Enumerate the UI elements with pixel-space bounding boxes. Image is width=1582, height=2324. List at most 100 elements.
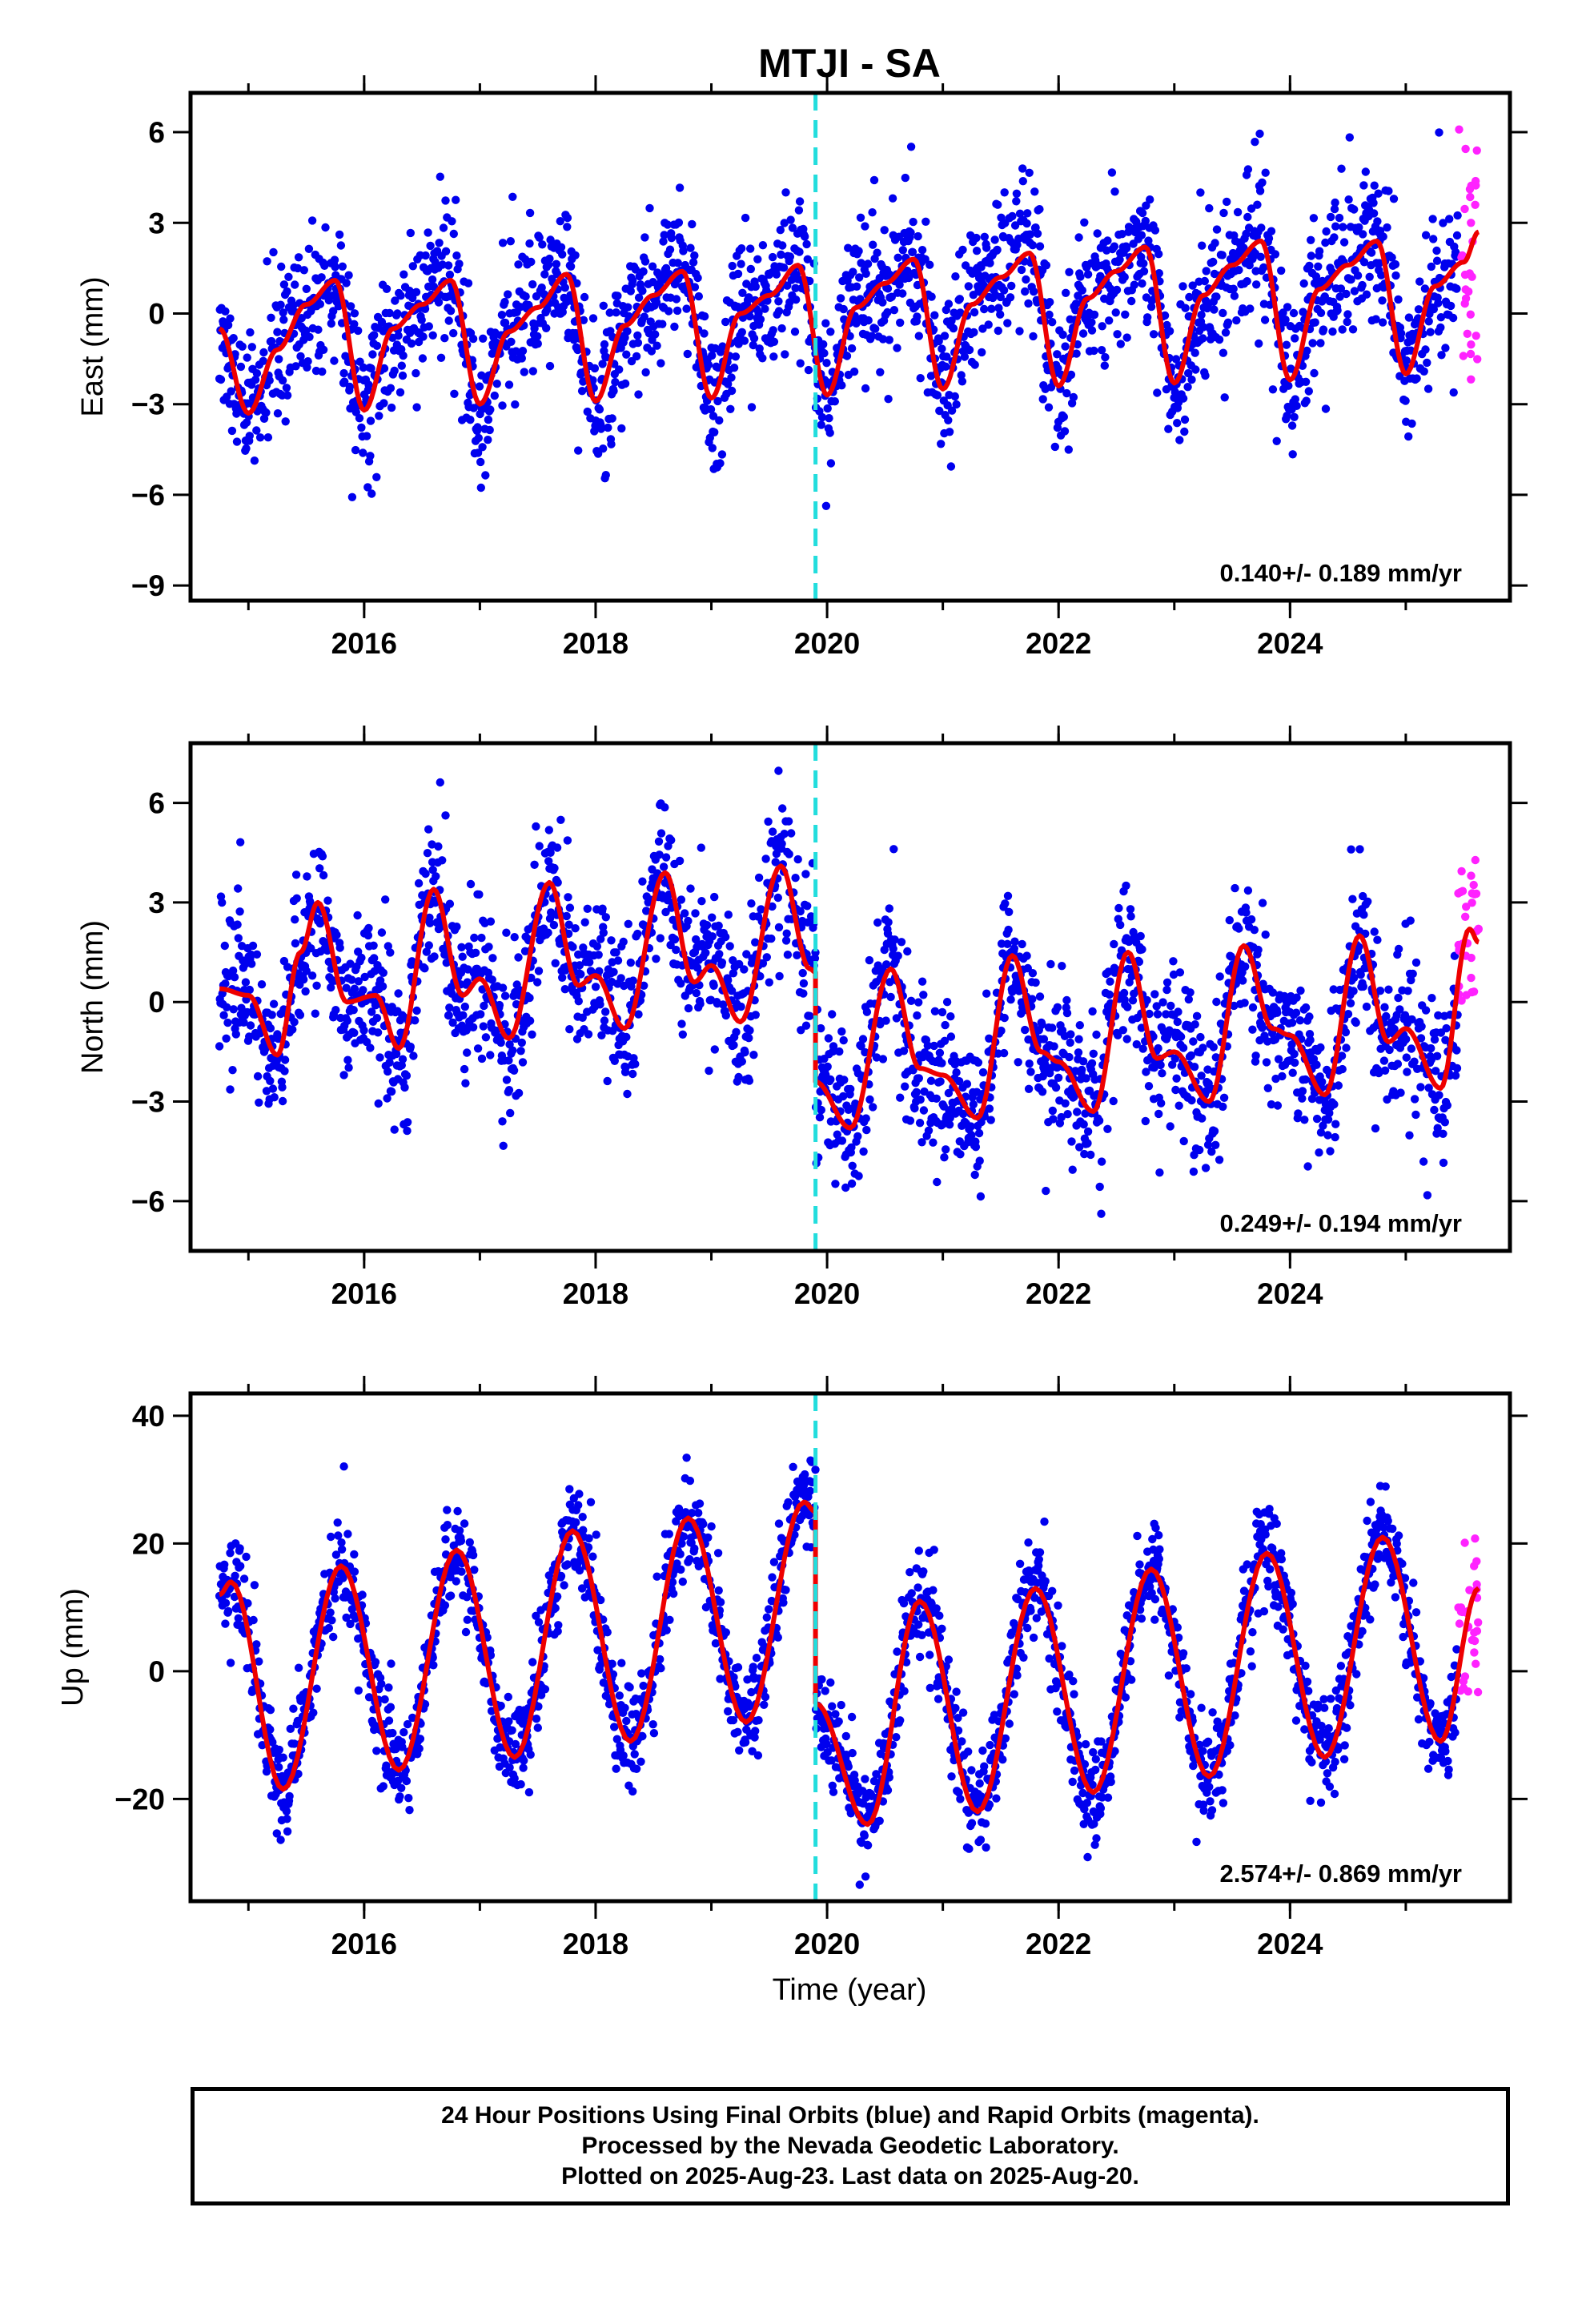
final-orbit-point: [1421, 231, 1431, 239]
final-orbit-point: [1268, 385, 1278, 394]
final-orbit-point: [944, 1088, 954, 1098]
final-orbit-point: [302, 326, 311, 336]
final-orbit-point: [266, 1706, 275, 1715]
final-orbit-point: [1015, 327, 1024, 336]
final-orbit-point: [514, 1088, 524, 1098]
final-orbit-point: [1198, 241, 1207, 250]
final-orbit-point: [1050, 442, 1060, 452]
final-orbit-point: [709, 412, 718, 420]
final-orbit-point: [294, 253, 303, 262]
final-orbit-point: [1074, 1048, 1083, 1057]
final-orbit-point: [364, 380, 373, 389]
final-orbit-point: [1378, 318, 1387, 327]
final-orbit-point: [1199, 323, 1208, 332]
final-orbit-point: [1114, 903, 1123, 913]
final-orbit-point: [725, 942, 734, 951]
final-orbit-point: [823, 404, 832, 413]
final-orbit-point: [1130, 280, 1139, 289]
final-orbit-point: [1138, 1044, 1147, 1053]
final-orbit-point: [486, 1051, 495, 1059]
final-orbit-point: [1026, 230, 1035, 239]
final-orbit-point: [1384, 187, 1393, 195]
final-orbit-point: [1335, 292, 1344, 301]
final-orbit-point: [1038, 1088, 1047, 1096]
final-orbit-point: [342, 1613, 351, 1622]
final-orbit-point: [291, 870, 301, 879]
final-orbit-point: [708, 932, 717, 941]
final-orbit-point: [279, 1753, 287, 1762]
final-orbit-point: [848, 1161, 857, 1171]
final-orbit-point: [303, 357, 312, 366]
final-orbit-point: [432, 872, 440, 881]
final-orbit-point: [1122, 1035, 1131, 1043]
final-orbit-point: [1067, 1137, 1076, 1146]
final-orbit-point: [1185, 292, 1194, 302]
final-orbit-point: [387, 403, 396, 412]
final-orbit-point: [1189, 1037, 1198, 1046]
final-orbit-point: [600, 1016, 609, 1025]
final-orbit-point: [275, 355, 283, 364]
final-orbit-point: [382, 284, 391, 293]
final-orbit-point: [359, 448, 367, 457]
final-orbit-point: [435, 239, 444, 247]
final-orbit-point: [1078, 1065, 1086, 1075]
final-orbit-point: [841, 1183, 850, 1192]
final-orbit-point: [370, 331, 379, 340]
final-orbit-point: [1210, 1127, 1219, 1136]
final-orbit-point: [398, 371, 408, 380]
final-orbit-point: [1087, 1059, 1097, 1068]
plot-frame: [188, 90, 1512, 603]
final-orbit-point: [1219, 348, 1228, 357]
final-orbit-point: [1018, 177, 1028, 186]
final-orbit-point: [357, 423, 366, 432]
final-orbit-point: [913, 1011, 921, 1020]
final-orbit-point: [1028, 995, 1037, 1003]
final-orbit-point: [1427, 1043, 1435, 1053]
final-orbit-point: [223, 320, 233, 330]
final-orbit-point: [1152, 1002, 1161, 1011]
final-orbit-point: [780, 830, 789, 838]
final-orbit-point: [604, 423, 612, 432]
final-orbit-point: [952, 1068, 961, 1077]
final-orbit-point: [1105, 316, 1114, 325]
final-orbit-point: [861, 1047, 869, 1057]
final-orbit-point: [369, 941, 378, 951]
final-orbit-point: [1446, 301, 1456, 311]
final-orbit-point: [777, 250, 785, 259]
final-orbit-point: [1001, 899, 1010, 908]
rapid-orbit-point: [1471, 200, 1480, 209]
final-orbit-point: [1383, 223, 1391, 232]
final-orbit-point: [549, 920, 559, 930]
final-orbit-point: [930, 1041, 938, 1051]
final-orbit-point: [1144, 1082, 1154, 1091]
final-orbit-point: [600, 340, 609, 349]
final-orbit-point: [893, 253, 902, 262]
final-orbit-point: [930, 1007, 940, 1016]
final-orbit-point: [901, 1082, 909, 1091]
final-orbit-point: [314, 325, 323, 334]
final-orbit-point: [1210, 305, 1219, 314]
final-orbit-point: [1359, 982, 1368, 991]
final-orbit-point: [1377, 271, 1386, 279]
final-orbit-point: [605, 308, 614, 317]
final-orbit-point: [1433, 1124, 1442, 1132]
final-orbit-point: [876, 368, 885, 376]
final-orbit-point: [993, 245, 1002, 255]
final-orbit-point: [1240, 999, 1249, 1007]
final-orbit-point: [910, 1104, 919, 1113]
final-orbit-point: [343, 1530, 352, 1538]
final-orbit-point: [714, 921, 723, 931]
final-orbit-point: [368, 1719, 378, 1728]
final-orbit-point: [1162, 1010, 1170, 1019]
final-orbit-point: [815, 1113, 825, 1122]
final-orbit-point: [1030, 187, 1039, 196]
final-orbit-point: [1334, 1081, 1343, 1090]
final-orbit-point: [1273, 1008, 1282, 1017]
final-orbit-point: [782, 929, 791, 938]
final-orbit-point: [1307, 251, 1316, 260]
final-orbit-point: [1435, 1091, 1443, 1100]
final-orbit-point: [1429, 304, 1439, 314]
final-orbit-point: [544, 857, 553, 866]
final-orbit-point: [886, 992, 895, 1002]
final-orbit-point: [1436, 323, 1445, 332]
